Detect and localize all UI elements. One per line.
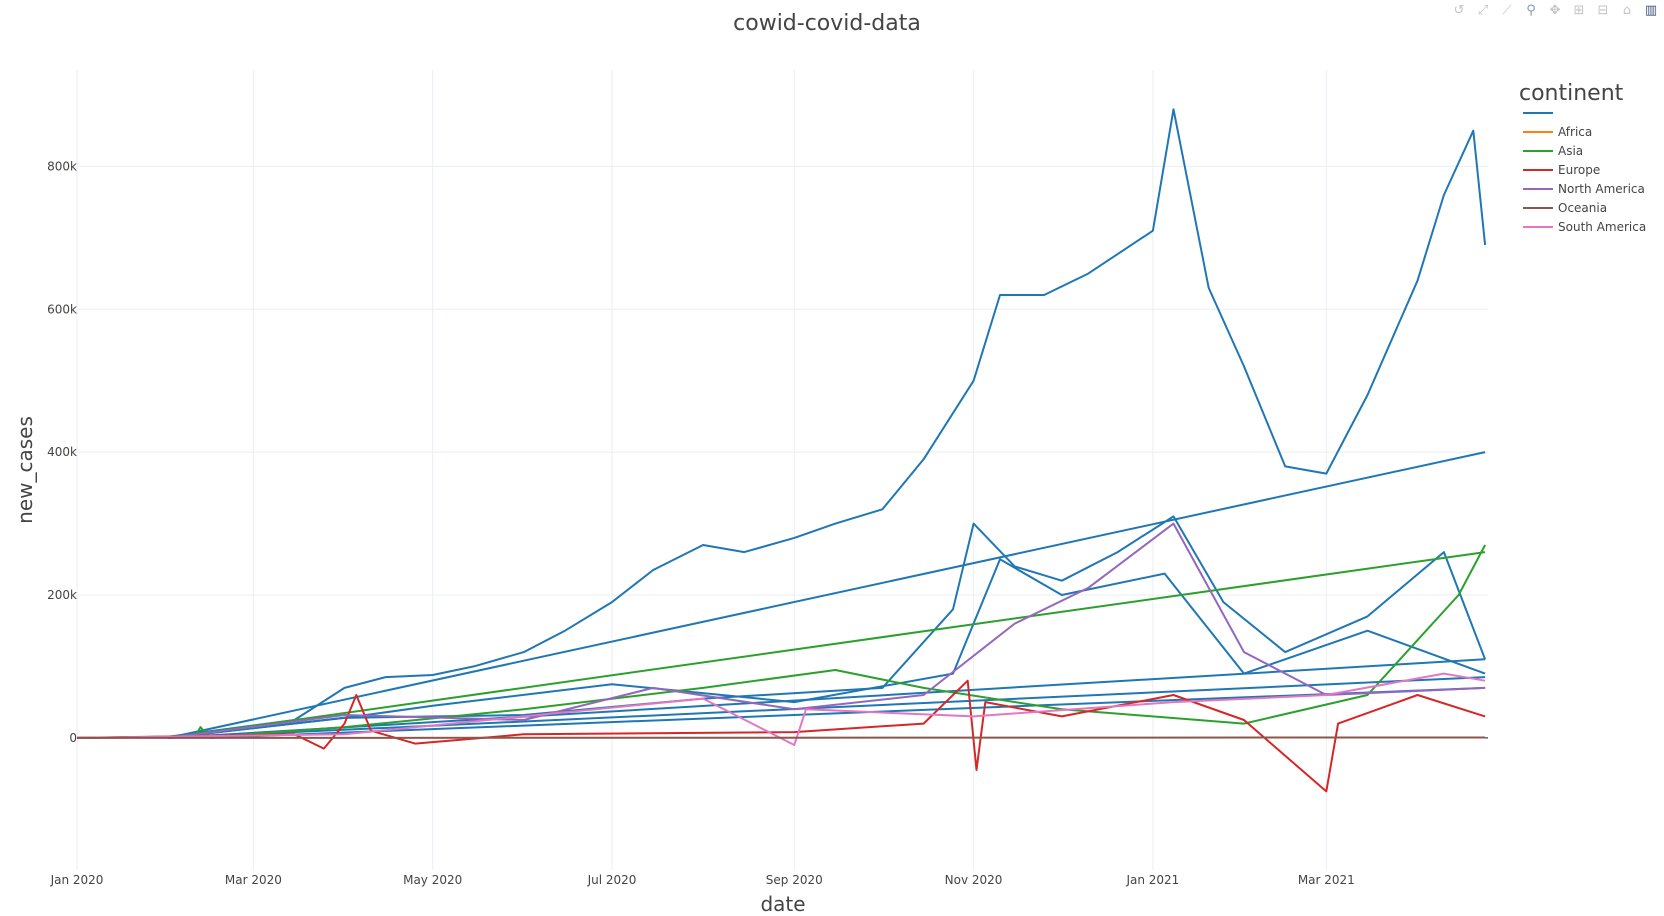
chart-title: cowid-covid-data [733,11,921,36]
plotly-logo-icon[interactable]: ▥ [1644,2,1658,18]
series-line-4 [168,658,1486,739]
y-tick-label: 200k [47,588,77,602]
compare-hover-icon[interactable]: ⟋ [1502,2,1512,18]
zoom-out-icon[interactable]: ⊟ [1597,2,1609,18]
zoom-in-icon[interactable]: ⊞ [1573,2,1585,18]
legend-label[interactable]: Europe [1558,163,1600,177]
home-icon[interactable]: ⌂ [1622,2,1632,18]
x-tick-label: May 2020 [403,873,462,887]
reset-axes-icon[interactable]: ↺ [1453,2,1465,18]
y-tick-label: 400k [47,445,77,459]
series-line-3 [167,558,1486,739]
legend-label[interactable]: South America [1558,220,1646,234]
y-tick-label: 0 [69,731,77,745]
pan-icon[interactable]: ✥ [1549,2,1561,18]
x-axis-title: date [760,892,805,916]
series-line-5 [168,676,1486,739]
legend-label[interactable]: Asia [1558,144,1583,158]
legend-label[interactable]: North America [1558,182,1645,196]
series-lines [76,108,1487,793]
x-tick-labels: Jan 2020 Mar 2020 May 2020 Jul 2020 Sep 2020… [50,873,1355,887]
x-tick-label: Nov 2020 [945,873,1003,887]
legend-title: continent [1519,81,1624,106]
series-line-2 [167,515,1487,739]
series-line-8 [76,544,1486,739]
series-line-1 [167,451,1486,739]
y-tick-label: 600k [47,302,77,316]
series-line-6 [209,686,1486,739]
series-line-10 [167,522,1486,739]
legend-label[interactable]: Oceania [1558,201,1607,215]
series-line-0 [76,108,1487,739]
y-tick-label: 800k [47,159,77,173]
modebar: ↺ ⤢ ⟋ ⚲ ✥ ⊞ ⊟ ⌂ ▥ [1446,0,1664,20]
series-line-7 [167,551,1486,739]
legend-label[interactable]: Africa [1558,125,1592,139]
y-tick-labels: 0 200k 400k 600k 800k [47,159,77,744]
x-tick-label: Sep 2020 [766,873,823,887]
x-tick-label: Jul 2020 [587,873,637,887]
grid-lines [76,70,1488,870]
y-axis-title: new_cases [13,416,37,524]
x-tick-label: Jan 2020 [50,873,104,887]
autoscale-icon[interactable]: ⤢ [1477,2,1489,18]
x-tick-label: Jan 2021 [1125,873,1179,887]
x-tick-label: Mar 2021 [1298,873,1355,887]
x-tick-label: Mar 2020 [225,873,282,887]
series-line-11 [76,672,1486,746]
legend: continent Africa Asia Europe North America O… [1519,81,1646,234]
series-line-9 [76,679,1486,793]
zoom-icon[interactable]: ⚲ [1526,2,1536,18]
